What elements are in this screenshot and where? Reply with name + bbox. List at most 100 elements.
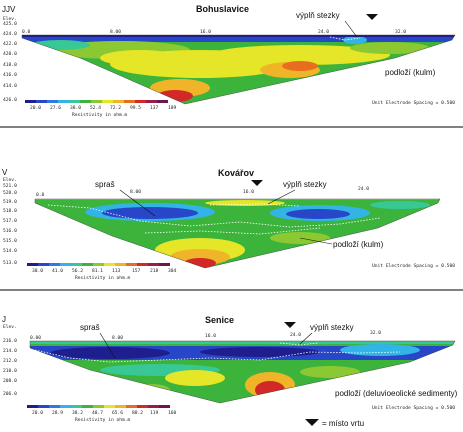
elevation-tick: 214.0 xyxy=(3,348,17,354)
distance-tick: 32.0 xyxy=(395,29,406,35)
panel-bohuslavice: JJV Bohuslavice Elev. 425.0 424.0 422.0 … xyxy=(2,4,456,118)
elevation-tick: 426.0 xyxy=(3,97,17,103)
bedrock-annotation: podloží (deluvioeolické sedimenty) xyxy=(335,389,458,398)
colorbar-value: 189 xyxy=(168,105,177,111)
distance-tick: 24.0 xyxy=(290,332,301,338)
elevation-axis-label: Elev. xyxy=(3,177,17,183)
colorbar-value: 88.2 xyxy=(132,410,143,416)
colorbar-value: 27.6 xyxy=(50,105,61,111)
colorbar-value: 119 xyxy=(150,410,159,416)
elevation-tick: 416.0 xyxy=(3,72,17,78)
elevation-tick: 513.0 xyxy=(3,260,17,266)
borehole-marker xyxy=(305,419,319,426)
elevation-tick: 414.0 xyxy=(3,83,17,89)
colorbar-value: 218 xyxy=(150,268,159,274)
colorbar-values: 20.0 27.6 38.0 52.4 72.2 99.5 137 189 xyxy=(30,105,177,111)
borehole-legend: = místo vrtu xyxy=(305,419,364,428)
elevation-tick: 515.0 xyxy=(3,238,17,244)
distance-ticks: 0.0 8.00 16.0 24.0 32.0 xyxy=(22,29,406,35)
elevation-tick: 216.0 xyxy=(3,338,17,344)
electrode-spacing-note: Unit Electrode Spacing = 0.500 xyxy=(372,405,455,411)
colorbar-value: 41.0 xyxy=(52,268,63,274)
colorbar xyxy=(27,263,170,266)
elevation-tick: 420.0 xyxy=(3,51,17,57)
colorbar-value: 304 xyxy=(168,268,177,274)
distance-tick: 0.0 xyxy=(36,192,45,198)
loess-pointer xyxy=(119,189,156,217)
colorbar-value: 81.1 xyxy=(92,268,103,274)
distance-tick: 16.0 xyxy=(205,333,216,339)
fill-annotation: výplň stezky xyxy=(283,180,327,189)
distance-tick: 24.0 xyxy=(318,29,329,35)
colorbar-value: 72.2 xyxy=(110,105,121,111)
panel-senice: J Senice Elev. 216.0 214.0 212.0 210.0 2… xyxy=(2,315,458,423)
electrode-spacing-note: Unit Electrode Spacing = 0.500 xyxy=(372,100,455,106)
distance-tick: 24.0 xyxy=(358,186,369,192)
bedrock-annotation: podloží (kulm) xyxy=(333,240,384,249)
elevation-tick: 212.0 xyxy=(3,358,17,364)
distance-ticks: 0.0 8.00 16.0 24.0 xyxy=(36,186,369,198)
bedrock-annotation: podloží (kulm) xyxy=(385,68,436,77)
colorbar-value: 38.2 xyxy=(72,410,83,416)
elevation-tick: 206.0 xyxy=(3,391,17,397)
elevation-tick: 521.0 xyxy=(3,183,17,189)
resistivity-section xyxy=(35,199,440,268)
loess-annotation: spraš xyxy=(80,323,100,332)
colorbar-value: 137 xyxy=(150,105,159,111)
colorbar xyxy=(27,405,170,408)
elevation-ticks: 425.0 424.0 422.0 420.0 418.0 416.0 414.… xyxy=(3,21,17,103)
distance-ticks: 0.00 8.00 16.0 24.0 32.0 xyxy=(30,330,381,341)
colorbar-value: 52.4 xyxy=(90,105,101,111)
distance-tick: 0.00 xyxy=(30,335,41,341)
elevation-axis-label: Elev. xyxy=(3,16,17,22)
distance-tick: 16.0 xyxy=(200,29,211,35)
colorbar-values: 30.0 41.0 56.2 81.1 113 157 218 304 xyxy=(32,268,177,274)
elevation-ticks: 521.0 520.0 519.0 518.0 517.0 516.0 515.… xyxy=(3,183,17,266)
colorbar-value: 28.9 xyxy=(52,410,63,416)
elevation-tick: 418.0 xyxy=(3,62,17,68)
distance-tick: 8.00 xyxy=(110,29,121,35)
orientation-label: J xyxy=(2,315,6,324)
elevation-axis-label: Elev. xyxy=(3,324,17,330)
orientation-label: V xyxy=(2,168,8,177)
colorbar-caption: Resistivity in ohm.m xyxy=(72,112,128,118)
elevation-tick: 208.0 xyxy=(3,378,17,384)
elevation-tick: 425.0 xyxy=(3,21,17,27)
colorbar-value: 113 xyxy=(112,268,121,274)
elevation-tick: 518.0 xyxy=(3,208,17,214)
colorbar-caption: Resistivity in ohm.m xyxy=(75,417,131,423)
borehole-legend-label: = místo vrtu xyxy=(322,419,364,428)
colorbar xyxy=(25,100,168,103)
distance-tick: 8.00 xyxy=(112,335,123,341)
section-title: Senice xyxy=(205,315,234,325)
borehole-marker xyxy=(284,322,296,328)
colorbar-value: 157 xyxy=(132,268,141,274)
bedrock-pointer xyxy=(299,237,333,245)
colorbar-value: 20.0 xyxy=(30,105,41,111)
colorbar-caption: Resistivity in ohm.m xyxy=(75,275,131,281)
panel-kovarov: V Kovářov Elev. 521.0 520.0 519.0 518.0 … xyxy=(2,168,455,281)
borehole-marker xyxy=(251,180,263,186)
section-title: Bohuslavice xyxy=(196,4,249,14)
elevation-tick: 424.0 xyxy=(3,31,17,37)
distance-tick: 0.0 xyxy=(22,29,31,35)
fill-annotation: výplň stezky xyxy=(310,323,354,332)
colorbar-value: 56.2 xyxy=(72,268,83,274)
elevation-tick: 516.0 xyxy=(3,228,17,234)
colorbar-value: 99.5 xyxy=(130,105,141,111)
distance-tick: 8.00 xyxy=(130,189,141,195)
elevation-ticks: 216.0 214.0 212.0 210.0 208.0 206.0 xyxy=(3,338,17,397)
fill-pointer xyxy=(299,332,313,345)
fill-pointer xyxy=(267,189,296,205)
colorbar-value: 20.0 xyxy=(32,410,43,416)
elevation-tick: 422.0 xyxy=(3,41,17,47)
distance-tick: 16.0 xyxy=(243,189,254,195)
elevation-tick: 517.0 xyxy=(3,218,17,224)
fill-annotation: výplň stezky xyxy=(296,11,340,20)
elevation-tick: 210.0 xyxy=(3,368,17,374)
elevation-tick: 519.0 xyxy=(3,199,17,205)
colorbar-value: 65.6 xyxy=(112,410,123,416)
borehole-marker xyxy=(366,14,378,20)
fill-pointer xyxy=(344,20,358,38)
colorbar-value: 160 xyxy=(168,410,177,416)
